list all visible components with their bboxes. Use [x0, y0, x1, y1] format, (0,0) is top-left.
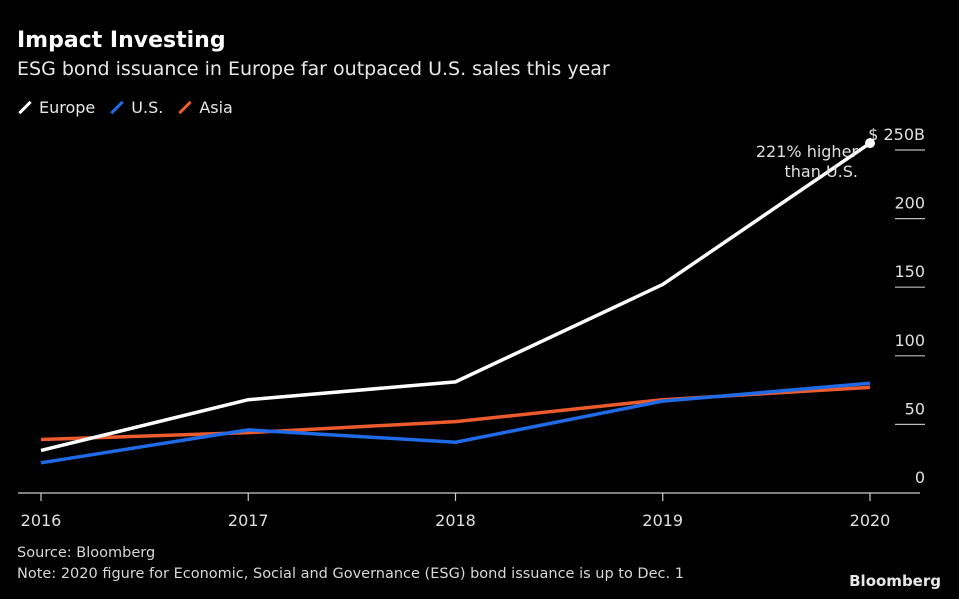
endpoint-marker	[865, 138, 875, 149]
y-tick-label: 150	[894, 262, 925, 281]
legend-label: Asia	[199, 98, 233, 117]
chart-title: Impact Investing	[17, 28, 226, 53]
series-line-europe	[40, 141, 871, 453]
chart-subtitle: ESG bond issuance in Europe far outpaced…	[17, 58, 610, 80]
footnote: Note: 2020 figure for Economic, Social a…	[17, 566, 684, 582]
source-note: Source: Bloomberg	[17, 545, 156, 561]
y-tick-label: 200	[894, 194, 925, 213]
x-tick-label: 2020	[850, 511, 891, 530]
series-line-us	[40, 381, 871, 465]
bloomberg-logo: Bloomberg	[849, 572, 941, 590]
x-tick-label: 2018	[435, 511, 476, 530]
legend-item-asia: Asia	[177, 98, 233, 117]
x-tick-label: 2017	[228, 511, 269, 530]
legend-item-us: U.S.	[109, 98, 163, 117]
y-tick-label: 100	[894, 331, 925, 350]
y-tick-label: $ 250B	[868, 125, 925, 144]
legend-label: U.S.	[131, 98, 164, 117]
y-tick-label: 50	[905, 399, 925, 418]
legend-label: Europe	[39, 98, 96, 117]
legend: Europe U.S. Asia	[17, 98, 233, 117]
legend-item-europe: Europe	[17, 98, 95, 117]
x-tick-label: 2019	[642, 511, 683, 530]
annotation-line2: than U.S.	[785, 162, 858, 181]
x-tick-label: 2016	[21, 511, 62, 530]
y-tick-label: 0	[915, 468, 925, 487]
annotation-line1: 221% higher	[756, 142, 859, 161]
